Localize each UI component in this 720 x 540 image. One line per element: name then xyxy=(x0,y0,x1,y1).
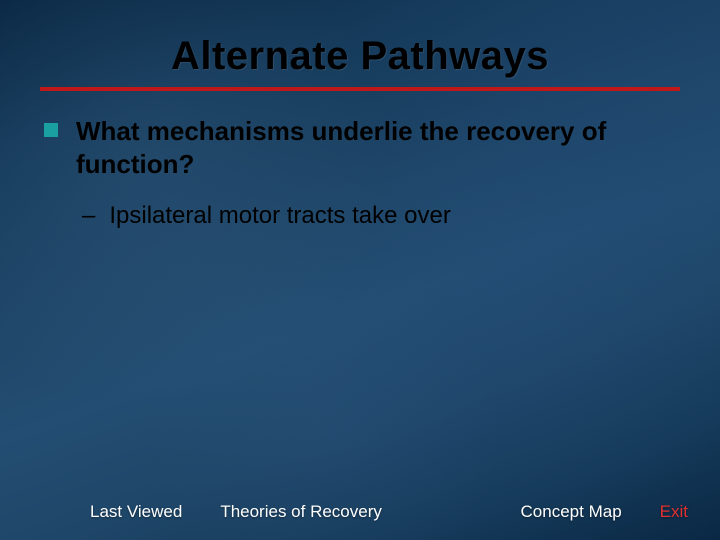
last-viewed-button[interactable]: Last Viewed xyxy=(90,502,182,522)
concept-map-button[interactable]: Concept Map xyxy=(521,502,622,522)
nav-bar: Last Viewed Theories of Recovery Concept… xyxy=(0,502,720,522)
dash-bullet-icon: – xyxy=(82,202,95,231)
slide-container: Alternate Pathways What mechanisms under… xyxy=(0,0,720,540)
slide-title: Alternate Pathways xyxy=(40,34,680,79)
exit-button[interactable]: Exit xyxy=(660,502,688,522)
theories-of-recovery-button[interactable]: Theories of Recovery xyxy=(220,502,382,522)
title-underline xyxy=(40,87,680,91)
bullet-level-2: – Ipsilateral motor tracts take over xyxy=(40,202,680,231)
square-bullet-icon xyxy=(44,123,58,137)
bullet-text: What mechanisms underlie the recovery of… xyxy=(76,115,680,180)
bullet-level-1: What mechanisms underlie the recovery of… xyxy=(40,115,680,180)
subbullet-text: Ipsilateral motor tracts take over xyxy=(109,202,450,231)
